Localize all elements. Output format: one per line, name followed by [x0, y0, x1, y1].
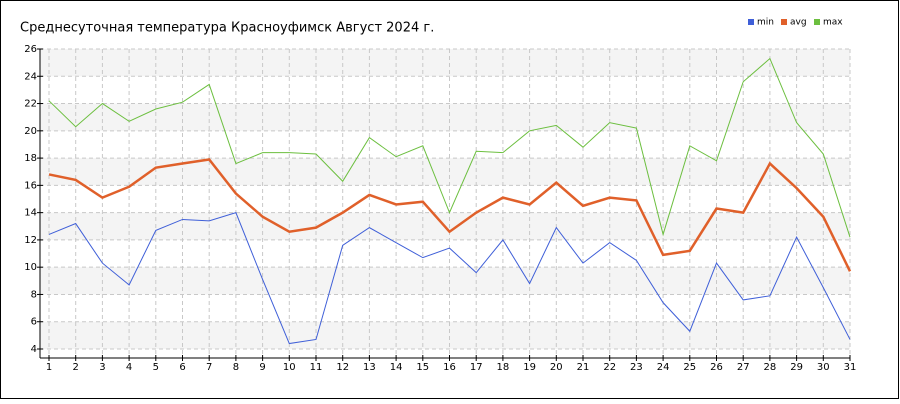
x-tick-label: 26: [710, 362, 723, 373]
y-tick-label: 22: [24, 99, 37, 110]
x-tick-label: 12: [336, 362, 349, 373]
y-tick-label: 26: [24, 44, 37, 55]
x-tick-label: 24: [657, 362, 670, 373]
x-tick-label: 21: [577, 362, 590, 373]
x-tick-label: 18: [497, 362, 510, 373]
legend-label: min: [757, 18, 774, 28]
x-tick-label: 1: [46, 362, 52, 373]
bands: [40, 49, 850, 349]
y-tick-label: 6: [31, 317, 37, 328]
y-tick-label: 4: [31, 344, 37, 355]
band: [40, 103, 850, 131]
x-tick-label: 20: [550, 362, 563, 373]
band: [40, 267, 850, 295]
x-tick-label: 29: [790, 362, 803, 373]
x-tick-label: 31: [844, 362, 857, 373]
x-tick-label: 30: [817, 362, 830, 373]
x-tick-label: 8: [233, 362, 239, 373]
x-tick-label: 28: [764, 362, 777, 373]
x-tick-label: 13: [363, 362, 376, 373]
band: [40, 158, 850, 186]
x-tick-label: 11: [310, 362, 323, 373]
series-line: [48, 57, 851, 238]
legend-swatch: [814, 19, 820, 25]
x-tick-label: 7: [206, 362, 212, 373]
band: [40, 49, 850, 77]
x-tick-label: 25: [683, 362, 696, 373]
x-tick-label: 19: [523, 362, 536, 373]
x-tick-label: 5: [153, 362, 159, 373]
x-tick-label: 16: [443, 362, 456, 373]
x-tick-label: 10: [283, 362, 296, 373]
y-tick-label: 12: [24, 235, 37, 246]
y-tick-label: 20: [24, 126, 37, 137]
legend-label: max: [823, 18, 843, 28]
legend-swatch: [781, 19, 787, 25]
x-tick-label: 27: [737, 362, 750, 373]
x-tick-label: 17: [470, 362, 483, 373]
y-tick-label: 14: [24, 208, 37, 219]
x-tick-label: 6: [179, 362, 185, 373]
lines: [48, 57, 852, 345]
x-tick-label: 14: [390, 362, 403, 373]
y-tick-label: 24: [24, 71, 37, 82]
legend-swatch: [748, 19, 754, 25]
series-line: [48, 212, 851, 345]
x-tick-label: 9: [259, 362, 265, 373]
x-tick-label: 23: [630, 362, 643, 373]
x-tick-label: 22: [603, 362, 616, 373]
x-tick-label: 15: [416, 362, 429, 373]
y-tick-label: 8: [31, 289, 37, 300]
chart-title: Среднесуточная температура Красноуфимск …: [20, 21, 434, 36]
band: [40, 321, 850, 349]
x-tick-label: 3: [99, 362, 105, 373]
x-tick-label: 2: [73, 362, 79, 373]
y-tick-label: 16: [24, 180, 37, 191]
x-tick-label: 4: [126, 362, 132, 373]
y-tick-label: 10: [24, 262, 37, 273]
series-line: [48, 158, 852, 272]
legend-label: avg: [790, 18, 807, 28]
y-tick-label: 18: [24, 153, 37, 164]
